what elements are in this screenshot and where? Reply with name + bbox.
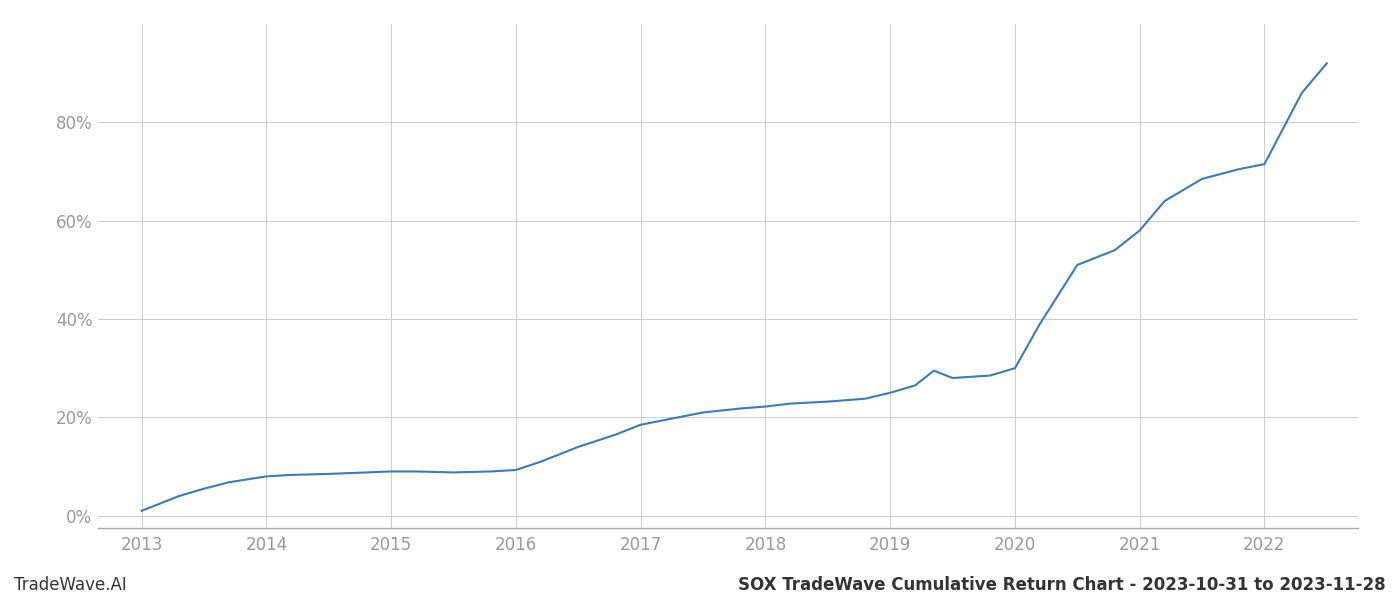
Text: SOX TradeWave Cumulative Return Chart - 2023-10-31 to 2023-11-28: SOX TradeWave Cumulative Return Chart - … (738, 576, 1386, 594)
Text: TradeWave.AI: TradeWave.AI (14, 576, 127, 594)
